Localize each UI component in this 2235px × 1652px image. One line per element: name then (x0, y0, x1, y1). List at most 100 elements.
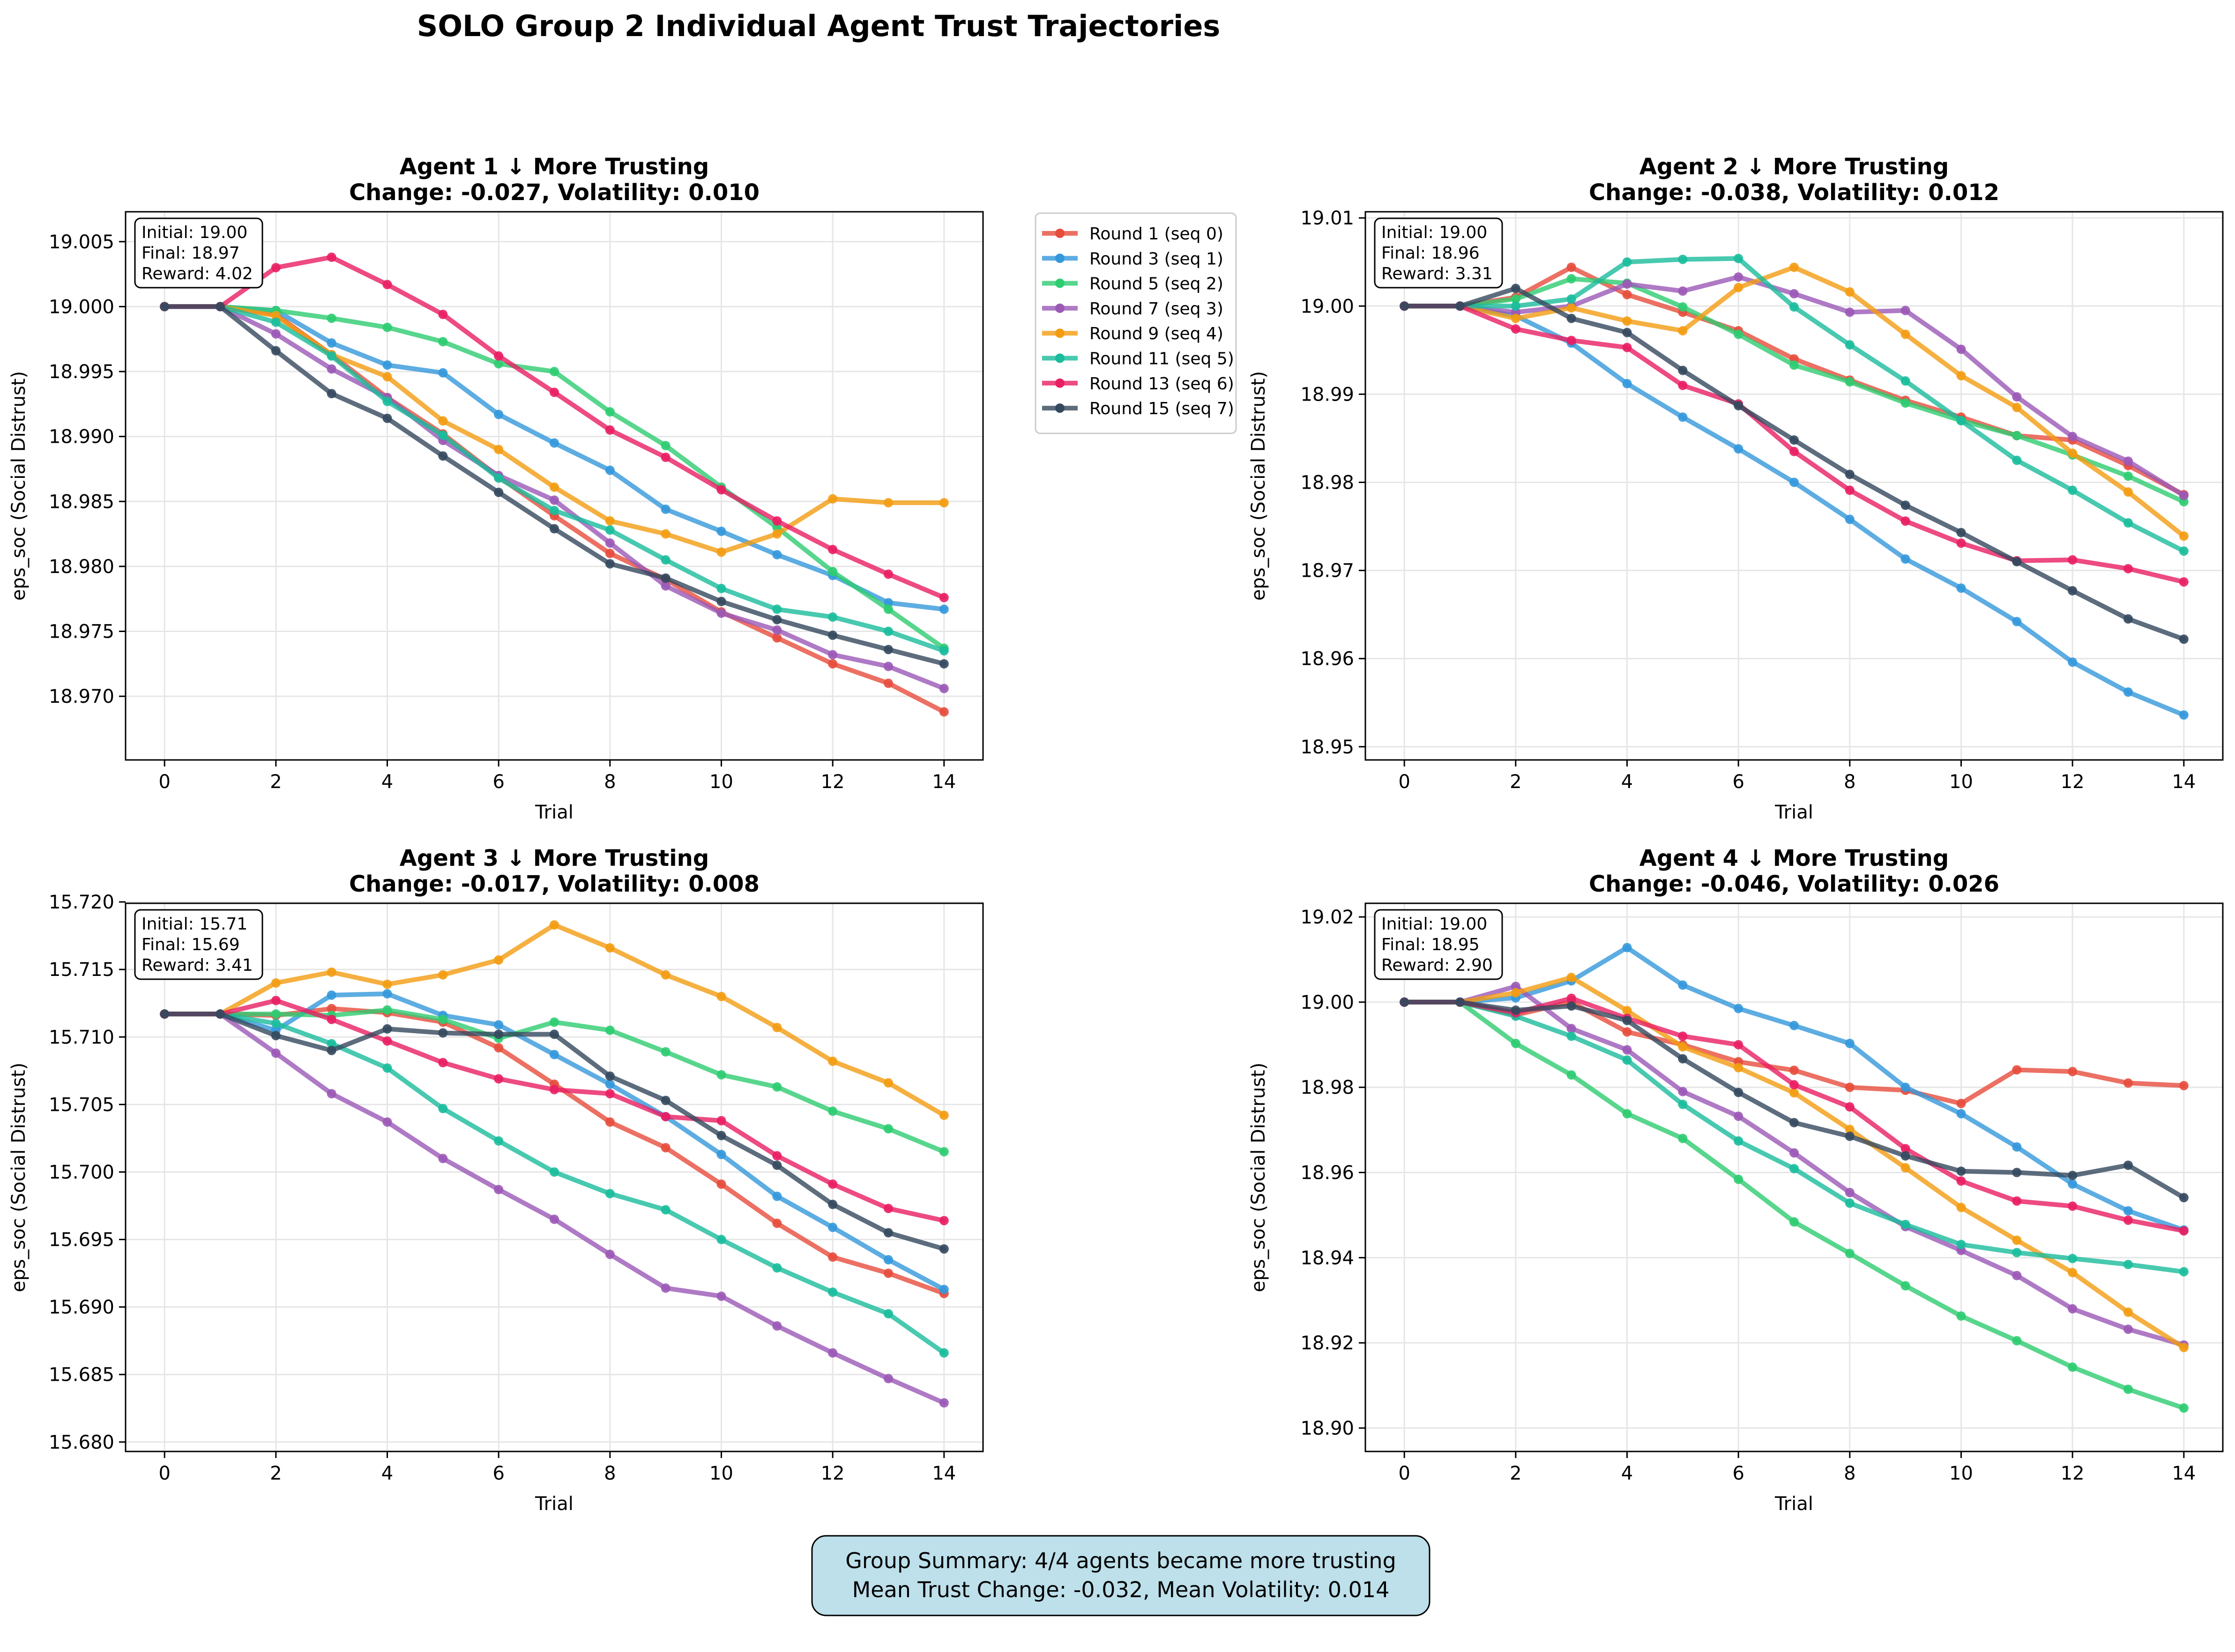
data-point (605, 1089, 615, 1099)
data-point (2068, 1067, 2078, 1077)
data-point (1678, 254, 1688, 264)
x-tick-label: 14 (2172, 1463, 2196, 1484)
data-point (1511, 301, 1520, 311)
data-point (2068, 485, 2078, 495)
data-point (883, 1124, 893, 1134)
data-point (1678, 980, 1688, 990)
data-point (2123, 471, 2133, 481)
data-point (2068, 657, 2078, 667)
legend-swatch-marker (1055, 253, 1065, 263)
x-tick-label: 10 (1949, 1463, 1973, 1484)
data-point (494, 955, 504, 965)
group-summary-box: Group Summary: 4/4 agents became more tr… (811, 1535, 1430, 1616)
y-tick-label: 15.695 (49, 1229, 114, 1251)
data-point (327, 389, 336, 399)
data-point (494, 1074, 504, 1084)
y-tick-label: 19.005 (49, 231, 114, 253)
data-point (1622, 290, 1632, 299)
data-point (828, 650, 838, 660)
data-point (1845, 307, 1855, 317)
y-tick-label: 19.00 (1300, 992, 1354, 1013)
data-point (883, 1374, 893, 1384)
y-tick-label: 18.980 (49, 556, 114, 578)
data-point (1845, 377, 1855, 387)
data-point (716, 1131, 726, 1140)
data-point (1511, 283, 1520, 293)
data-point (1845, 1039, 1855, 1049)
x-axis-label: Trial (1774, 802, 1813, 823)
legend-label: Round 1 (seq 0) (1089, 224, 1223, 244)
data-point (605, 516, 615, 526)
data-point (550, 438, 559, 448)
data-point (1678, 1086, 1688, 1096)
data-point (605, 425, 615, 435)
data-point (494, 487, 504, 497)
x-tick-label: 4 (381, 771, 393, 793)
data-point (494, 1029, 504, 1039)
data-point (494, 1136, 504, 1146)
data-point (550, 1167, 559, 1177)
x-tick-label: 10 (709, 771, 733, 793)
data-point (438, 970, 448, 980)
info-box-line: Reward: 3.41 (142, 956, 253, 975)
legend-swatch-marker (1055, 229, 1065, 238)
data-point (772, 1321, 782, 1331)
data-point (939, 1398, 949, 1408)
y-tick-label: 19.02 (1300, 907, 1354, 928)
data-point (271, 329, 281, 339)
data-point (1622, 1006, 1632, 1016)
plot-frame (1364, 902, 2224, 1452)
data-point (2123, 1325, 2133, 1334)
data-point (1455, 997, 1465, 1007)
data-point (327, 990, 336, 1000)
data-point (1900, 500, 1910, 510)
data-point (2068, 1201, 2078, 1211)
data-point (2012, 1248, 2022, 1258)
legend-label: Round 11 (seq 5) (1089, 350, 1234, 369)
data-point (716, 1291, 726, 1301)
data-point (327, 1039, 336, 1049)
data-point (661, 504, 670, 514)
agent-panel-3: 0 2 4 6 8 10 12 14 15.680 15.685 15.690 15.695 15.70… (8, 845, 984, 1515)
y-tick-label: 18.99 (1300, 384, 1354, 405)
x-tick-label: 2 (1510, 1463, 1521, 1484)
data-point (1678, 1042, 1688, 1052)
data-point (271, 1048, 281, 1058)
data-point (716, 1150, 726, 1160)
data-point (1900, 516, 1910, 526)
data-point (2068, 1268, 2078, 1278)
data-point (1900, 376, 1910, 386)
data-point (661, 555, 670, 565)
data-point (1956, 528, 1966, 537)
data-point (1734, 283, 1743, 292)
y-tick-label: 18.995 (49, 361, 114, 383)
data-point (605, 1079, 615, 1089)
agent-panel-2: 0 2 4 6 8 10 12 14 18.95 18.96 18.97 18.98 18.99 19.0… (1248, 154, 2224, 823)
x-axis-label: Trial (535, 802, 574, 823)
y-tick-label: 15.685 (49, 1364, 114, 1386)
data-point (716, 608, 726, 618)
legend-label: Round 15 (seq 7) (1089, 399, 1234, 418)
data-point (1566, 1031, 1576, 1041)
info-box-line: Initial: 19.00 (142, 223, 247, 242)
y-tick-label: 18.92 (1300, 1332, 1354, 1354)
data-point (2179, 1226, 2189, 1236)
x-tick-label: 6 (492, 1463, 504, 1484)
data-point (1622, 1016, 1632, 1025)
data-point (716, 1235, 726, 1244)
data-point (1511, 294, 1520, 304)
data-point (883, 678, 893, 688)
data-point (494, 1043, 504, 1053)
data-point (716, 596, 726, 606)
data-point (1734, 272, 1743, 282)
x-tick-label: 6 (1732, 771, 1744, 793)
data-point (661, 529, 670, 539)
x-tick-label: 8 (1844, 1463, 1855, 1484)
data-point (1789, 1065, 1799, 1075)
data-point (1622, 342, 1632, 352)
legend-swatch-marker (1055, 353, 1065, 363)
data-point (661, 573, 670, 583)
data-point (2179, 1267, 2189, 1277)
data-point (661, 1143, 670, 1153)
x-tick-label: 2 (270, 771, 282, 793)
